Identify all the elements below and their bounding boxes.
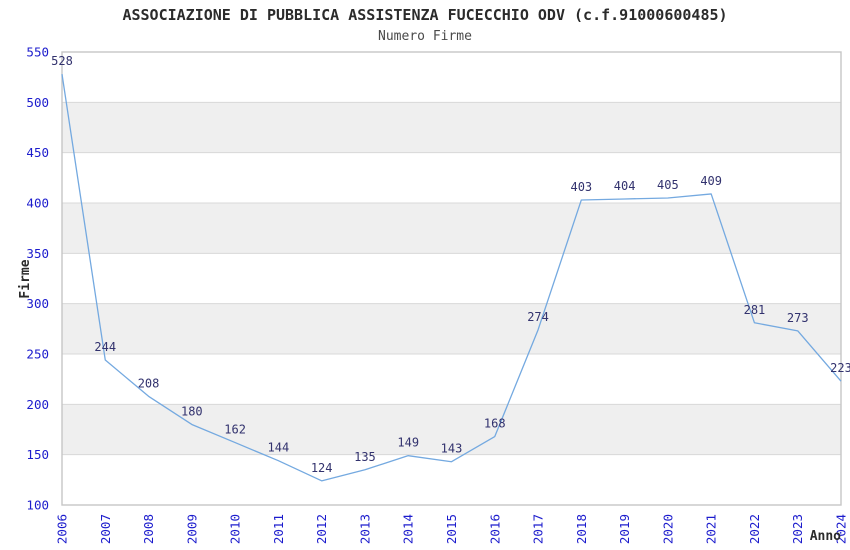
- data-point-label: 144: [268, 441, 290, 455]
- plot-band: [62, 303, 841, 354]
- y-tick-label: 400: [26, 196, 49, 211]
- plot-band: [62, 404, 841, 455]
- x-tick-label: 2022: [747, 514, 762, 544]
- data-point-label: 409: [700, 174, 722, 188]
- y-tick-label: 100: [26, 498, 49, 513]
- y-tick-label: 150: [26, 447, 49, 462]
- chart-title: ASSOCIAZIONE DI PUBBLICA ASSISTENZA FUCE…: [122, 6, 728, 24]
- y-tick-label: 450: [26, 145, 49, 160]
- plot-border: [61, 51, 842, 506]
- x-tick-label: 2008: [141, 514, 156, 544]
- data-point-label: 403: [570, 180, 592, 194]
- data-point-label: 244: [94, 340, 116, 354]
- data-point-label: 143: [441, 442, 463, 456]
- data-point-label: 404: [614, 179, 636, 193]
- y-tick-label: 250: [26, 347, 49, 362]
- x-tick-label: 2013: [357, 514, 372, 544]
- x-tick-label: 2016: [487, 514, 502, 544]
- x-axis-title: Anno: [809, 529, 841, 544]
- x-tick-label: 2012: [314, 514, 329, 544]
- x-tick-label: 2023: [790, 514, 805, 544]
- x-tick-label: 2010: [228, 514, 243, 544]
- x-tick-label: 2021: [704, 514, 719, 544]
- y-tick-label: 300: [26, 296, 49, 311]
- x-tick-label: 2014: [401, 514, 416, 544]
- chart-subtitle: Numero Firme: [378, 29, 472, 44]
- x-tick-label: 2019: [617, 514, 632, 544]
- plot-band: [62, 203, 841, 254]
- data-point-label: 273: [787, 311, 809, 325]
- data-point-label: 180: [181, 404, 203, 418]
- y-tick-label: 550: [26, 45, 49, 60]
- series-line: [61, 74, 842, 482]
- data-point-label: 405: [657, 178, 679, 192]
- x-tick-label: 2011: [271, 514, 286, 544]
- data-point-label: 281: [744, 303, 766, 317]
- data-point-label: 168: [484, 417, 506, 431]
- data-point-label: 149: [397, 436, 419, 450]
- x-tick-label: 2024: [834, 514, 849, 544]
- y-axis-title: Firme: [18, 259, 33, 299]
- plot-band: [62, 102, 841, 153]
- x-tick-label: 2006: [55, 514, 70, 544]
- y-tick-label: 350: [26, 246, 49, 261]
- x-tick-label: 2017: [531, 514, 546, 544]
- y-tick-label: 500: [26, 95, 49, 110]
- data-point-label: 223: [830, 361, 850, 375]
- y-tick-label: 200: [26, 397, 49, 412]
- data-point-label: 208: [138, 376, 160, 390]
- x-tick-label: 2018: [574, 514, 589, 544]
- data-point-label: 274: [527, 310, 549, 324]
- data-point-label: 124: [311, 461, 333, 475]
- data-point-label: 528: [51, 54, 73, 68]
- x-tick-label: 2007: [98, 514, 113, 544]
- data-point-label: 135: [354, 450, 376, 464]
- data-point-label: 162: [224, 423, 246, 437]
- x-tick-label: 2009: [184, 514, 199, 544]
- x-tick-label: 2015: [444, 514, 459, 544]
- x-tick-label: 2020: [660, 514, 675, 544]
